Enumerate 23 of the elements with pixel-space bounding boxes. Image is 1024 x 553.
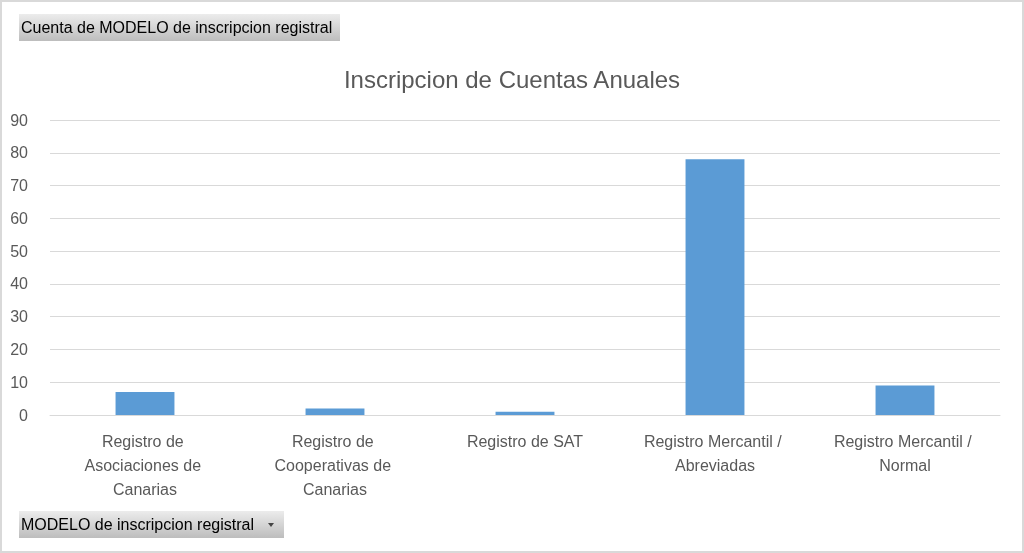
x-tick-label: Registro de Cooperativas de Canarias <box>274 432 396 498</box>
text: MODELO de inscripcion registral <box>21 515 254 534</box>
y-tick-label: 80 <box>10 144 29 162</box>
y-tick-label: 0 <box>19 406 29 424</box>
bar <box>495 411 555 415</box>
x-tick-label: Registro de SAT <box>466 432 584 450</box>
y-tick-label: 30 <box>10 308 29 326</box>
text: Cuenta de MODELO de inscripcion registral <box>19 14 341 41</box>
chart-title: Inscripcion de Cuentas Anuales <box>343 65 681 93</box>
y-tick-label: 70 <box>10 177 29 195</box>
y-tick-label: 50 <box>10 242 29 260</box>
y-tick-label: 60 <box>10 209 29 227</box>
x-tick-label: Registro Mercantil / Abreviadas <box>643 432 787 474</box>
bar <box>875 385 935 415</box>
y-tick-label: 40 <box>10 275 29 293</box>
y-tick-label: 20 <box>10 340 29 358</box>
bar <box>685 159 745 415</box>
y-tick-label: 10 <box>10 373 29 391</box>
bar <box>305 408 365 415</box>
bar <box>115 392 175 415</box>
x-tick-label: Registro de Asociaciones de Canarias <box>84 432 206 498</box>
x-tick-label: Registro Mercantil / Normal <box>833 432 977 474</box>
y-tick-label: 90 <box>10 111 29 129</box>
